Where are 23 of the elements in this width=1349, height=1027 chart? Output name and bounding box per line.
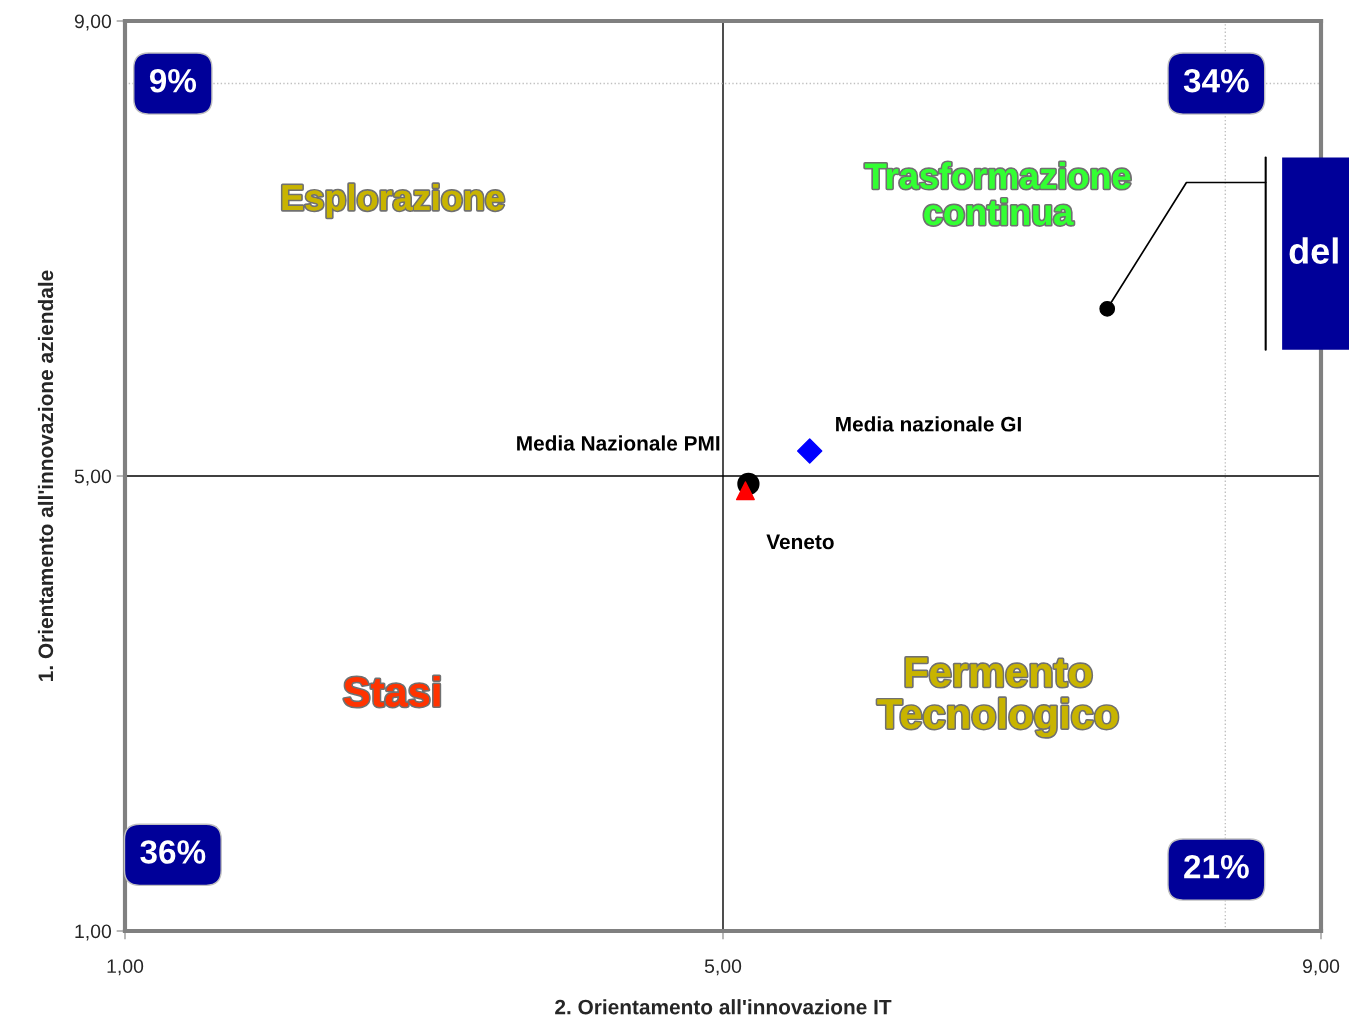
x-tick-label: 9,00 [1302, 959, 1340, 976]
point [797, 438, 823, 464]
annotation: 21% [1184, 854, 1249, 879]
x-tick-label: 1,00 [107, 959, 144, 976]
annotation: Trasformazione continua [865, 162, 1131, 226]
annotation: 36% [140, 840, 206, 864]
series-label: Media Nazionale PMI [517, 435, 720, 451]
point [735, 481, 755, 501]
y-tick-label: 5,00 [74, 469, 112, 486]
point [1099, 300, 1116, 317]
series-label: Veneto [766, 534, 834, 550]
annotation: del [1289, 237, 1338, 264]
series-label: Media nazionale GI [836, 416, 1021, 432]
y-tick-label: 1,00 [75, 924, 112, 941]
annotation: 9% [149, 68, 197, 93]
annotation: Stasi [344, 676, 440, 707]
annotation: 34% [1183, 68, 1249, 93]
x-axis-title: 2. Orientamento all'innovazione IT [555, 999, 892, 1015]
y-axis-title: 1. Orientamento all'innovazione aziendale [37, 270, 54, 681]
x-tick-label: 5,00 [704, 959, 742, 976]
annotation: Esplorazione [282, 183, 504, 218]
y-tick-label: 9,00 [74, 14, 112, 31]
annotation: Fermento Tecnologico [877, 657, 1118, 738]
